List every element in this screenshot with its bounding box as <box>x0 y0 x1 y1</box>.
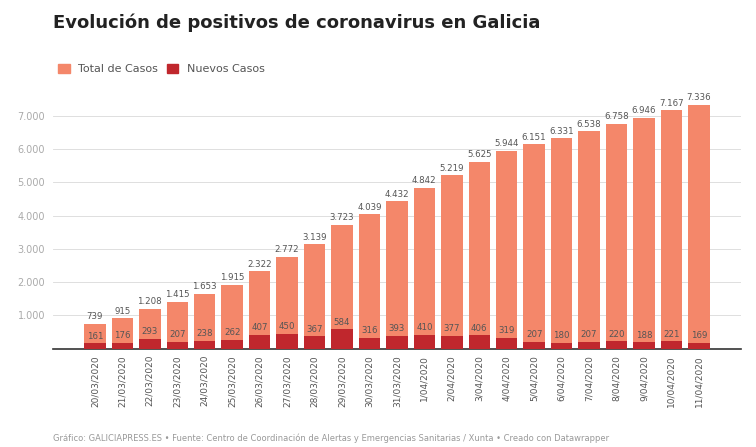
Text: 4.842: 4.842 <box>412 176 437 185</box>
Bar <box>578 342 600 349</box>
Text: 915: 915 <box>114 307 131 316</box>
Text: 393: 393 <box>389 324 405 333</box>
Bar <box>304 245 325 349</box>
Bar <box>166 302 188 349</box>
Bar <box>304 337 325 349</box>
Text: 739: 739 <box>87 312 103 321</box>
Bar <box>166 342 188 349</box>
Bar <box>523 144 545 349</box>
Bar <box>578 131 600 349</box>
Bar <box>469 335 490 349</box>
Bar <box>414 188 435 349</box>
Text: 6.331: 6.331 <box>550 127 574 135</box>
Bar <box>441 336 463 349</box>
Bar <box>84 324 106 349</box>
Bar <box>222 340 243 349</box>
Text: 406: 406 <box>471 324 488 333</box>
Text: Evolución de positivos de coronavirus en Galicia: Evolución de positivos de coronavirus en… <box>53 13 541 32</box>
Bar <box>112 318 133 349</box>
Text: 238: 238 <box>197 329 213 338</box>
Legend: Total de Casos, Nuevos Casos: Total de Casos, Nuevos Casos <box>58 63 265 74</box>
Text: 584: 584 <box>333 317 350 327</box>
Bar <box>386 336 407 349</box>
Text: 1.653: 1.653 <box>193 282 217 291</box>
Text: 377: 377 <box>444 325 460 333</box>
Text: 6.946: 6.946 <box>632 106 656 115</box>
Bar <box>249 335 271 349</box>
Text: 161: 161 <box>87 332 103 341</box>
Bar <box>359 338 380 349</box>
Text: 220: 220 <box>609 330 624 339</box>
Text: 316: 316 <box>361 326 378 336</box>
Text: 180: 180 <box>553 331 570 340</box>
Bar <box>386 201 407 349</box>
Bar <box>277 257 298 349</box>
Text: 176: 176 <box>114 331 131 340</box>
Bar <box>523 342 545 349</box>
Bar <box>634 118 655 349</box>
Text: 2.772: 2.772 <box>274 245 299 254</box>
Bar <box>469 162 490 349</box>
Text: 410: 410 <box>416 323 432 333</box>
Text: 6.538: 6.538 <box>577 120 601 129</box>
Text: 7.167: 7.167 <box>659 99 683 108</box>
Bar <box>194 341 215 349</box>
Text: 3.723: 3.723 <box>330 213 355 222</box>
Bar <box>139 308 160 349</box>
Text: 4.039: 4.039 <box>357 203 382 212</box>
Bar <box>139 339 160 349</box>
Text: 221: 221 <box>663 329 680 339</box>
Bar <box>661 110 682 349</box>
Text: 262: 262 <box>224 328 240 337</box>
Text: 207: 207 <box>581 330 597 339</box>
Bar <box>551 343 572 349</box>
Text: 7.336: 7.336 <box>686 93 711 102</box>
Text: 4.432: 4.432 <box>385 190 409 198</box>
Bar <box>634 342 655 349</box>
Text: 5.944: 5.944 <box>494 139 519 148</box>
Bar <box>359 215 380 349</box>
Bar <box>606 124 627 349</box>
Text: 3.139: 3.139 <box>302 233 327 242</box>
Bar <box>414 335 435 349</box>
Bar <box>496 151 517 349</box>
Bar <box>222 285 243 349</box>
Text: 6.758: 6.758 <box>604 112 629 122</box>
Bar <box>496 338 517 349</box>
Bar <box>112 343 133 349</box>
Text: 1.415: 1.415 <box>165 290 190 299</box>
Text: 169: 169 <box>691 331 707 340</box>
Bar <box>551 138 572 349</box>
Text: 407: 407 <box>252 324 268 333</box>
Bar <box>688 105 710 349</box>
Text: 1.915: 1.915 <box>220 274 244 283</box>
Text: 188: 188 <box>636 331 652 340</box>
Text: 293: 293 <box>141 327 158 336</box>
Bar <box>84 343 106 349</box>
Text: 5.625: 5.625 <box>467 150 491 159</box>
Bar <box>249 271 271 349</box>
Text: 367: 367 <box>306 325 323 334</box>
Text: 450: 450 <box>279 322 296 331</box>
Text: 2.322: 2.322 <box>247 260 272 269</box>
Text: Gráfico: GALICIAPRESS.ES • Fuente: Centro de Coordinación de Alertas y Emergenci: Gráfico: GALICIAPRESS.ES • Fuente: Centr… <box>53 433 609 443</box>
Text: 5.219: 5.219 <box>439 164 464 173</box>
Bar <box>606 342 627 349</box>
Bar <box>441 175 463 349</box>
Bar <box>331 225 353 349</box>
Bar <box>277 334 298 349</box>
Bar <box>194 294 215 349</box>
Bar <box>661 342 682 349</box>
Bar <box>688 343 710 349</box>
Text: 319: 319 <box>498 326 515 335</box>
Text: 207: 207 <box>526 330 542 339</box>
Text: 1.208: 1.208 <box>138 297 162 306</box>
Text: 6.151: 6.151 <box>522 133 547 142</box>
Bar <box>331 329 353 349</box>
Text: 207: 207 <box>169 330 185 339</box>
